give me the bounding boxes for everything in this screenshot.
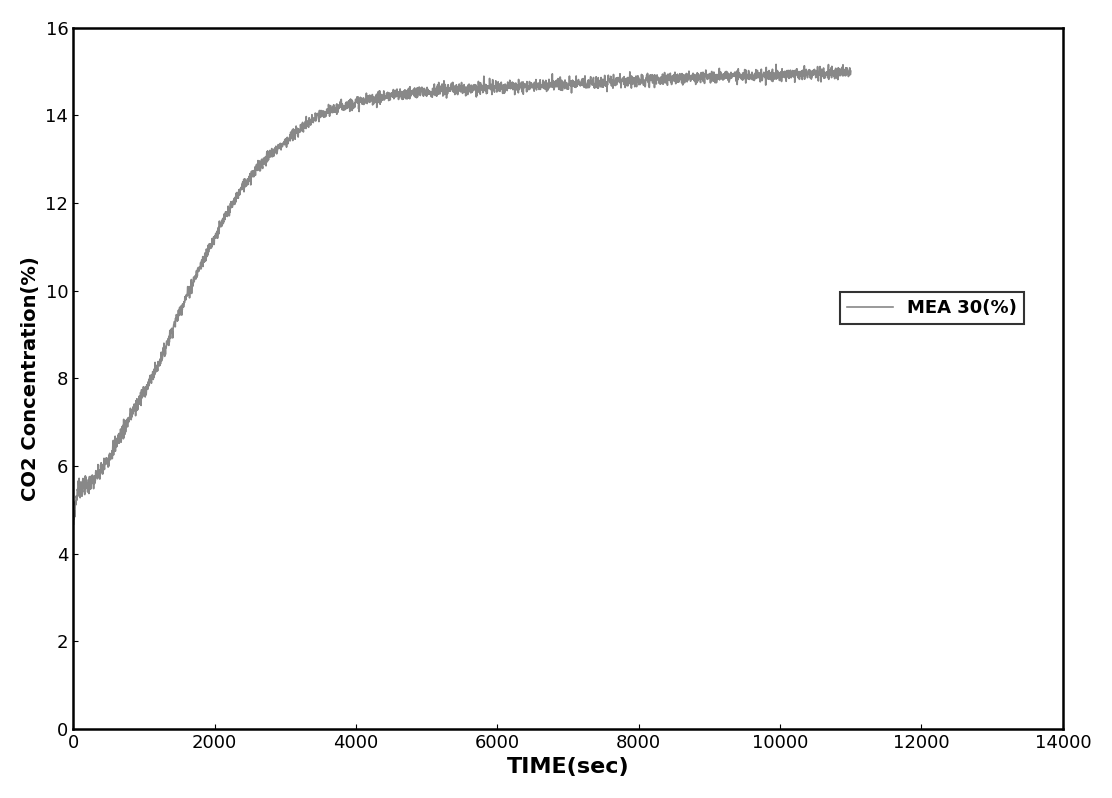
- MEA 30(%): [67, 512, 80, 522]
- MEA 30(%): [830, 67, 843, 77]
- MEA 30(%): [745, 68, 758, 77]
- Y-axis label: CO2 Concentration(%): CO2 Concentration(%): [21, 256, 40, 500]
- MEA 30(%): [156, 353, 169, 362]
- MEA 30(%): [365, 94, 378, 104]
- Legend: MEA 30(%): MEA 30(%): [841, 292, 1024, 325]
- MEA 30(%): [67, 520, 80, 530]
- MEA 30(%): [398, 85, 411, 95]
- MEA 30(%): [201, 240, 215, 250]
- X-axis label: TIME(sec): TIME(sec): [507, 757, 629, 777]
- Line: MEA 30(%): MEA 30(%): [73, 65, 851, 525]
- MEA 30(%): [770, 60, 783, 69]
- MEA 30(%): [844, 66, 857, 76]
